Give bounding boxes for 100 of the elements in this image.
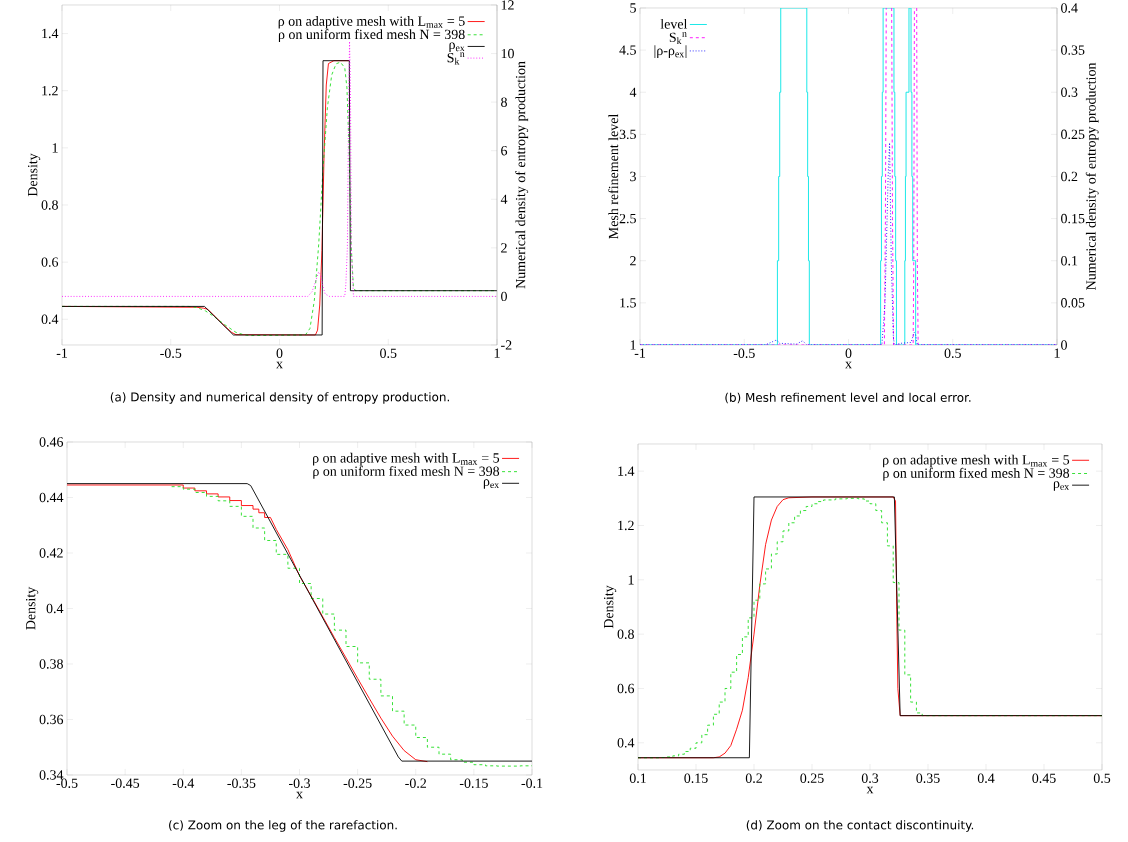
x-tick-label: -0.1 <box>521 778 543 788</box>
y-tick-label: 1 <box>630 340 636 350</box>
y-axis-title: Density <box>27 153 41 197</box>
x-tick-label: -1 <box>56 348 67 358</box>
y-tick-label: 0.8 <box>41 200 58 210</box>
y-tick-label: 0.4 <box>617 738 635 748</box>
x-tick-label: -0.4 <box>172 778 195 788</box>
x-tick-label: 0.2 <box>745 773 762 783</box>
y2-tick-label: 10 <box>501 48 514 59</box>
x-tick-label: -0.2 <box>405 778 427 788</box>
y2-tick-label: 0 <box>501 291 507 302</box>
x-tick-label: 0 <box>845 348 852 358</box>
y-axis-title: Density <box>26 586 39 630</box>
x-tick-label: 0.25 <box>800 773 824 783</box>
y-tick-label: 1.2 <box>42 85 58 96</box>
y-tick-label: 0.4 <box>46 603 64 614</box>
y-tick-label: 0.44 <box>39 492 64 503</box>
y-tick-label: 1.4 <box>42 28 59 39</box>
y2-tick-label: 0.2 <box>1061 171 1078 182</box>
y-axis-title: Mesh refinement level <box>608 114 619 239</box>
y2-tick-label: 0.1 <box>1061 255 1078 266</box>
y-tick-label: 3.5 <box>619 129 636 140</box>
x-tick-label: 0.5 <box>380 348 397 358</box>
y2-tick-label: 8 <box>501 97 507 107</box>
y-tick-label: 0.46 <box>39 437 64 447</box>
x-tick-label: -0.5 <box>733 348 755 358</box>
y2-tick-label: 2 <box>501 243 507 253</box>
y-tick-label: 4.5 <box>619 45 636 55</box>
x-tick-label: -0.5 <box>56 778 78 788</box>
y-axis-title: Density <box>603 585 617 629</box>
y-tick-label: 0.42 <box>39 548 63 558</box>
legend-label: ρ$_{ex}$ <box>483 479 500 489</box>
y-tick-label: 1.5 <box>620 298 636 308</box>
x-tick-label: -0.45 <box>111 778 140 788</box>
legend-label: ρ on adaptive mesh with L$_{max}$ = 5 <box>313 452 500 466</box>
legend-label: ρ on uniform fixed mesh N = 398 <box>313 465 500 479</box>
x-tick-label: 1 <box>1054 348 1060 358</box>
y-tick-label: 0.34 <box>39 770 64 780</box>
y-tick-label: 5 <box>630 3 636 13</box>
y2-tick-label: 12 <box>501 0 514 10</box>
x-tick-label: -0.15 <box>459 778 488 788</box>
x-tick-label: 0.3 <box>861 773 879 783</box>
x-tick-label: 0.15 <box>684 773 708 783</box>
y-tick-label: 2 <box>630 256 636 266</box>
x-axis-title: x <box>866 786 874 794</box>
legend-label: ρ on uniform fixed mesh N = 398 <box>883 467 1070 481</box>
y-tick-label: 3 <box>630 171 636 182</box>
legend-label: ρ$_{ex}$ <box>449 42 465 52</box>
legend-label: S$_{k}$n <box>669 32 687 45</box>
x-axis-title: x <box>276 361 283 369</box>
y2-tick-label: 0.4 <box>1061 3 1078 13</box>
text: (b) Mesh refinement level and local error. <box>725 392 971 404</box>
x-tick-label: -0.35 <box>227 778 256 788</box>
y-tick-label: 0.8 <box>617 629 634 639</box>
y-tick-label: 0.6 <box>41 257 59 267</box>
x-tick-label: -1 <box>634 348 645 358</box>
y2-tick-label: 0 <box>1061 340 1067 350</box>
x-tick-label: 0.1 <box>629 773 646 783</box>
y2-tick-label: 0.05 <box>1061 298 1085 308</box>
y-tick-label: 1.4 <box>618 466 635 476</box>
y2-tick-label: 4 <box>500 194 508 204</box>
y2-axis-title: Numerical density of entropy production <box>1085 62 1099 290</box>
y-tick-label: 1.2 <box>618 520 634 531</box>
x-tick-label: 0 <box>276 348 283 358</box>
x-tick-label: 0.5 <box>1093 773 1111 783</box>
x-tick-label: -0.3 <box>288 778 311 788</box>
x-tick-label: 1 <box>494 348 500 358</box>
y2-tick-label: -2 <box>501 340 512 350</box>
y-tick-label: 0.6 <box>617 683 635 694</box>
legend-label: ρ on adaptive mesh with L$_{max}$ = 5 <box>883 454 1070 468</box>
y2-tick-label: 0.3 <box>1061 87 1078 97</box>
y2-tick-label: 0.15 <box>1061 213 1085 224</box>
y-tick-label: 4 <box>629 87 637 97</box>
y2-tick-label: 0.25 <box>1061 129 1085 140</box>
y2-tick-label: 0.35 <box>1061 45 1085 55</box>
y2-axis-title: Numerical density of entropy production <box>515 61 529 289</box>
y-tick-label: 1 <box>628 575 634 585</box>
legend-label: ρ$_{ex}$ <box>1053 481 1070 491</box>
y-tick-label: 1 <box>52 143 58 153</box>
legend-label: |ρ-ρ$_{ex}$| <box>654 45 687 59</box>
line-series <box>640 142 1058 345</box>
text: (c) Zoom on the leg of the rarefaction. <box>169 820 397 832</box>
legend-label: ρ on uniform fixed mesh N = 398 <box>278 29 465 42</box>
legend-label: S$_{k}$n <box>447 52 465 65</box>
y-tick-label: 0.4 <box>41 314 59 325</box>
legend-label: level <box>660 18 688 29</box>
y-tick-label: 2.5 <box>619 213 636 224</box>
y-tick-label: 0.38 <box>39 659 63 669</box>
x-tick-label: 0.5 <box>944 348 961 358</box>
x-tick-label: -0.5 <box>160 348 182 358</box>
x-tick-label: 0.45 <box>1032 773 1056 783</box>
x-axis-title: x <box>296 791 303 799</box>
y2-tick-label: 6 <box>501 146 508 156</box>
y-tick-label: 0.36 <box>39 714 64 725</box>
x-tick-label: 0.35 <box>916 773 940 783</box>
legend-label: ρ on adaptive mesh with L$_{max}$ = 5 <box>278 15 465 29</box>
text: (d) Zoom on the contact discontinuity. <box>746 820 974 832</box>
x-axis-title: x <box>845 361 852 369</box>
text: (a) Density and numerical density of entropy production. <box>110 392 449 404</box>
x-tick-label: -0.25 <box>343 778 372 788</box>
